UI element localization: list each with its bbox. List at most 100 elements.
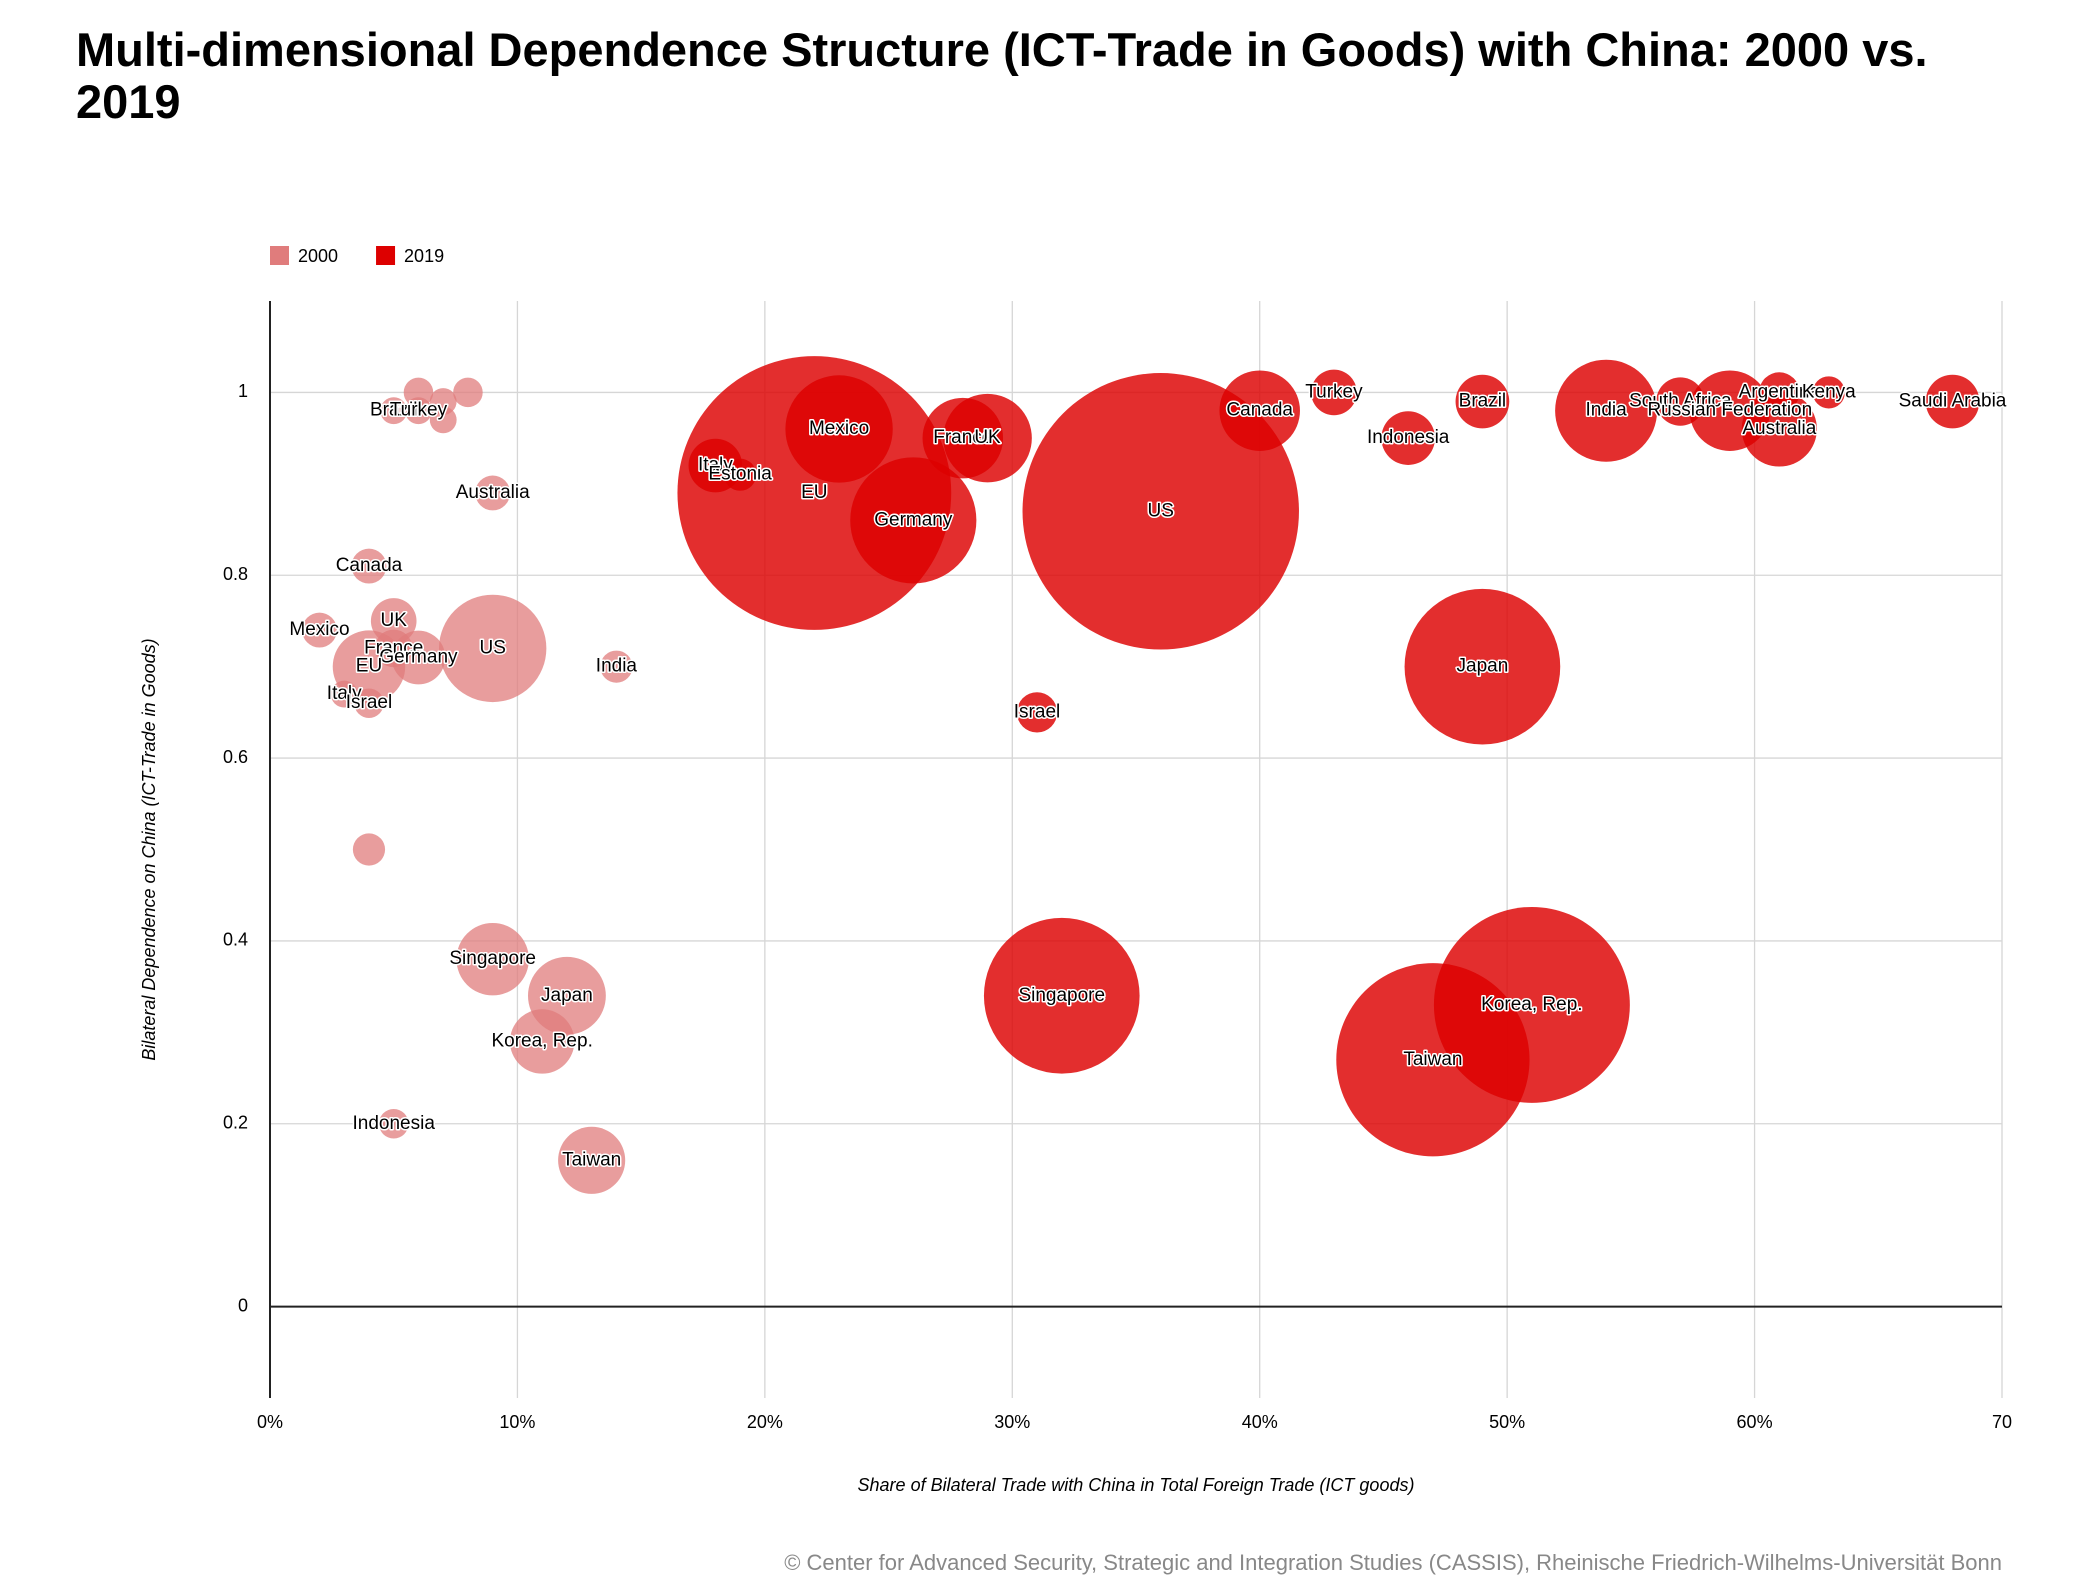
bubble-label: Kenya xyxy=(1802,381,1856,402)
bubble xyxy=(475,475,511,511)
bubble xyxy=(380,397,408,425)
bubble xyxy=(302,612,337,648)
x-axis-title: Share of Bilateral Trade with China in T… xyxy=(858,1475,1415,1495)
bubble xyxy=(1741,391,1817,467)
bubble xyxy=(1016,692,1058,733)
y-tick-label: 0.8 xyxy=(223,564,248,584)
bubble xyxy=(1812,376,1845,409)
bubble-label: Germany xyxy=(874,509,953,530)
bubble xyxy=(354,688,384,718)
bubble xyxy=(429,406,457,434)
bubble xyxy=(403,377,434,408)
y-tick-label: 0.6 xyxy=(223,747,248,767)
bubble xyxy=(1555,359,1658,462)
y-tick-label: 0 xyxy=(238,1295,248,1315)
bubble-label: Brazil xyxy=(1459,391,1507,412)
bubble xyxy=(453,377,483,408)
bubble-label: Korea, Rep. xyxy=(491,1030,592,1051)
bubble xyxy=(785,375,893,483)
legend-swatch xyxy=(376,246,396,265)
legend-swatch xyxy=(270,246,289,265)
x-tick-label: 20% xyxy=(747,1412,783,1432)
bubble-label: Indonesia xyxy=(1367,427,1450,448)
bubble-label: Korea, Rep. xyxy=(1481,994,1582,1015)
bubble xyxy=(330,680,358,708)
bubble-label: Italy xyxy=(698,455,733,476)
x-tick-label: 40% xyxy=(1242,1412,1278,1432)
bubble xyxy=(351,548,387,584)
bubble xyxy=(1219,370,1300,451)
bubble xyxy=(983,917,1140,1074)
bubble-label: Argentina xyxy=(1739,381,1821,402)
y-tick-label: 1 xyxy=(238,381,248,401)
bubble-label: EU xyxy=(356,656,382,677)
bubble-label: Italy xyxy=(327,683,362,704)
bubble xyxy=(1455,374,1510,429)
bubble xyxy=(378,1108,409,1139)
bubble xyxy=(509,1009,575,1074)
bubble-label: EU xyxy=(801,482,827,503)
y-tick-label: 0.4 xyxy=(223,930,248,950)
x-tick-label: 0% xyxy=(257,1412,283,1432)
bubble xyxy=(1404,588,1561,745)
bubble-label: Taiwan xyxy=(562,1149,621,1170)
bubble xyxy=(370,598,417,644)
source-note: © Center for Advanced Security, Strategi… xyxy=(784,1550,2002,1575)
bubble-label: Singapore xyxy=(449,948,536,969)
y-axis-title: Bilateral Dependence on China (ICT-Trade… xyxy=(139,638,159,1060)
bubble-label: Singapore xyxy=(1018,985,1105,1006)
bubble-label: Estonia xyxy=(708,464,772,485)
bubble xyxy=(439,594,547,703)
y-tick-label: 0.2 xyxy=(223,1113,248,1133)
bubble xyxy=(1022,373,1299,650)
bubble-label: Taiwan xyxy=(1403,1049,1462,1070)
bubble-label: Mexico xyxy=(809,418,869,439)
bubble-label: Canada xyxy=(336,555,403,576)
bubble xyxy=(391,630,446,685)
bubble-label: Russian Federation xyxy=(1647,400,1812,421)
bubble-label: Israel xyxy=(346,692,392,713)
bubble-label: France xyxy=(364,637,423,658)
x-tick-label: 10% xyxy=(499,1412,535,1432)
bubble-label: India xyxy=(596,656,638,677)
legend-label: 2000 xyxy=(298,246,338,266)
bubble xyxy=(1925,374,1980,429)
bubble-label: South Africa xyxy=(1629,391,1732,412)
bubble xyxy=(456,922,529,996)
chart-title: Multi-dimensional Dependence Structure (… xyxy=(76,23,1928,128)
x-tick-label: 50% xyxy=(1489,1412,1525,1432)
legend-label: 2019 xyxy=(404,246,444,266)
bubble-label: Mexico xyxy=(289,619,349,640)
bubble-label: Indonesia xyxy=(353,1113,436,1134)
bubble xyxy=(943,393,1032,483)
bubble-label: Japan xyxy=(1457,656,1509,677)
bubble-label: Australia xyxy=(456,482,530,503)
bubble-label: India xyxy=(1586,400,1628,421)
bubble-label: Saudi Arabia xyxy=(1899,391,2007,412)
bubble xyxy=(850,457,977,584)
bubble-label: Germany xyxy=(379,647,458,668)
bubble xyxy=(1433,906,1630,1103)
bubble xyxy=(600,650,633,683)
bubble-label: Canada xyxy=(1226,400,1293,421)
bubble-label: France xyxy=(933,427,992,448)
bubble-label: Brazil xyxy=(370,400,418,421)
bubble xyxy=(1381,411,1436,465)
bubble-label: Turkey xyxy=(390,400,448,421)
bubble-label: Australia xyxy=(1742,418,1816,439)
bubble xyxy=(352,833,386,866)
x-tick-label: 30% xyxy=(994,1412,1030,1432)
bubble-label: Japan xyxy=(541,985,593,1006)
bubble-label: US xyxy=(1148,500,1174,521)
x-tick-label: 70 xyxy=(1992,1412,2012,1432)
bubble-label: Israel xyxy=(1014,701,1060,722)
bubble-label: UK xyxy=(381,610,408,631)
bubble xyxy=(1311,369,1357,416)
bubble-label: US xyxy=(479,637,505,658)
bubble-label: Turkey xyxy=(1305,381,1363,402)
bubble xyxy=(558,1126,626,1194)
bubble-label: UK xyxy=(974,427,1001,448)
x-tick-label: 60% xyxy=(1737,1412,1773,1432)
